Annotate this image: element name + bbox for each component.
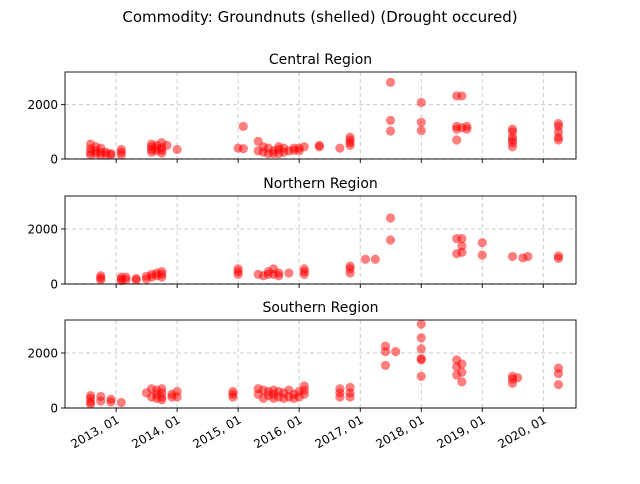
panel-title: Northern Region xyxy=(263,176,378,192)
data-point xyxy=(452,135,462,145)
data-point xyxy=(416,344,426,354)
data-point xyxy=(116,150,126,160)
data-point xyxy=(457,247,467,257)
data-point xyxy=(457,241,467,251)
data-point xyxy=(457,359,467,369)
data-point xyxy=(416,333,426,343)
data-point xyxy=(116,397,126,408)
y-tick-label: 0 xyxy=(50,153,58,167)
data-point xyxy=(284,268,294,278)
data-point xyxy=(274,271,284,281)
data-point xyxy=(553,253,564,264)
data-point xyxy=(157,395,167,405)
data-point xyxy=(385,213,396,223)
series-points xyxy=(96,213,564,286)
data-point xyxy=(299,269,309,279)
axes-frame xyxy=(64,319,577,409)
panel-central-region: Central Region 0 2000 xyxy=(27,52,577,167)
panel-northern-region: Northern Region 0 2000 xyxy=(27,176,577,292)
data-point xyxy=(370,254,380,264)
data-point xyxy=(477,238,487,248)
data-point xyxy=(477,250,487,260)
data-point xyxy=(96,275,106,285)
data-point xyxy=(157,272,167,282)
axes-frame xyxy=(64,195,577,285)
data-point xyxy=(457,377,467,387)
panel-title: Southern Region xyxy=(262,300,378,316)
data-point xyxy=(172,144,182,155)
data-point xyxy=(385,115,396,125)
data-point xyxy=(416,355,426,365)
data-point xyxy=(416,125,426,136)
data-point xyxy=(553,135,564,145)
data-point xyxy=(385,126,396,136)
y-tick-label: 0 xyxy=(50,278,58,292)
series-points xyxy=(85,77,564,160)
data-point xyxy=(380,360,391,370)
data-point xyxy=(228,392,238,402)
data-point xyxy=(238,121,248,131)
data-point xyxy=(345,392,355,402)
data-point xyxy=(385,77,396,87)
data-point xyxy=(106,397,116,407)
data-point xyxy=(238,144,248,154)
y-tick-label: 2000 xyxy=(27,98,58,112)
data-point xyxy=(416,97,426,108)
data-point xyxy=(314,142,324,152)
data-point xyxy=(96,396,106,406)
data-point xyxy=(457,234,467,244)
data-point xyxy=(457,367,467,377)
data-point xyxy=(345,268,355,278)
data-point xyxy=(157,148,167,158)
data-point xyxy=(233,269,243,279)
data-point xyxy=(457,91,467,101)
data-point xyxy=(85,399,96,409)
data-point xyxy=(416,371,426,381)
series-points xyxy=(85,319,564,409)
axes-frame xyxy=(64,71,577,160)
data-point xyxy=(106,150,116,160)
data-point xyxy=(523,251,533,262)
data-point xyxy=(507,142,518,152)
y-tick-label: 0 xyxy=(50,402,58,416)
data-point xyxy=(553,380,564,390)
data-point xyxy=(335,392,345,402)
data-point xyxy=(360,254,371,264)
data-point xyxy=(299,389,309,399)
data-point xyxy=(416,319,426,329)
y-tick-label: 2000 xyxy=(27,347,58,361)
data-point xyxy=(162,140,172,151)
data-point xyxy=(462,124,472,134)
data-point xyxy=(513,373,523,383)
data-point xyxy=(416,117,426,127)
data-point xyxy=(345,140,355,151)
data-point xyxy=(131,275,141,285)
data-point xyxy=(553,369,564,379)
panel-title: Central Region xyxy=(269,52,372,68)
data-point xyxy=(299,142,309,152)
data-point xyxy=(380,347,391,357)
data-point xyxy=(172,392,182,402)
data-point xyxy=(121,275,131,285)
data-point xyxy=(385,235,396,245)
figure-suptitle: Commodity: Groundnuts (shelled) (Drought… xyxy=(122,8,517,26)
data-point xyxy=(507,251,518,262)
y-tick-label: 2000 xyxy=(27,223,58,237)
data-point xyxy=(335,143,345,153)
data-point xyxy=(391,347,401,357)
